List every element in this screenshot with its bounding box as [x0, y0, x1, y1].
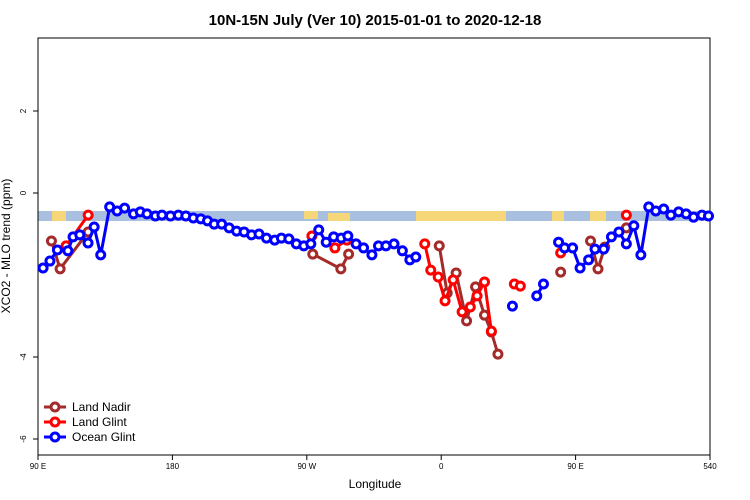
data-point: [313, 224, 325, 236]
data-point: [44, 255, 56, 267]
data-point: [343, 248, 355, 260]
data-point: [605, 231, 617, 243]
legend-label: Ocean Glint: [72, 430, 136, 444]
data-point: [396, 245, 408, 257]
y-tick-label: 2: [19, 108, 28, 113]
data-point: [366, 249, 378, 261]
data-point: [628, 220, 640, 232]
x-tick-label: 180: [166, 462, 180, 471]
data-point: [74, 229, 86, 241]
x-tick-label: 90 E: [30, 462, 46, 471]
data-point: [506, 300, 518, 312]
data-point: [156, 209, 168, 221]
data-point: [589, 243, 601, 255]
data-point: [447, 274, 459, 286]
data-point: [574, 262, 586, 274]
data-point: [45, 235, 57, 247]
series: [37, 201, 715, 312]
data-point: [82, 209, 94, 221]
x-axis-label: Longitude: [349, 477, 402, 491]
data-point: [514, 280, 526, 292]
data-point: [141, 208, 153, 220]
legend-swatch-point: [49, 416, 61, 428]
data-point: [410, 251, 422, 263]
land-patch: [304, 211, 318, 219]
series: [62, 211, 630, 335]
data-point: [585, 235, 597, 247]
data-point: [425, 264, 437, 276]
land-band: [38, 211, 710, 221]
y-axis-label: XCO2 - MLO trend (ppm): [0, 179, 13, 314]
data-point: [439, 295, 451, 307]
data-point: [592, 263, 604, 275]
data-point: [688, 211, 700, 223]
y-tick-label: -6: [19, 435, 28, 443]
data-point: [492, 348, 504, 360]
data-point: [54, 263, 66, 275]
data-point: [88, 221, 100, 233]
data-point: [432, 271, 444, 283]
data-point: [307, 248, 319, 260]
data-point: [531, 290, 543, 302]
data-point: [471, 290, 483, 302]
data-point: [470, 281, 482, 293]
data-point: [82, 237, 94, 249]
land-patch: [552, 211, 564, 221]
data-point: [95, 249, 107, 261]
y-tick-label: 0: [19, 190, 28, 195]
data-point: [335, 263, 347, 275]
y-tick-label: -4: [19, 353, 28, 361]
data-point: [388, 238, 400, 250]
x-tick-label: 540: [703, 462, 717, 471]
data-point: [537, 278, 549, 290]
data-point: [703, 210, 715, 222]
data-point: [461, 315, 473, 327]
x-tick-label: 90 E: [567, 462, 583, 471]
data-point: [479, 276, 491, 288]
data-point: [456, 306, 468, 318]
data-point: [51, 244, 63, 256]
ocean-band: [38, 211, 710, 221]
legend-label: Land Nadir: [72, 400, 131, 414]
data-point: [329, 242, 341, 254]
land-patch: [590, 211, 606, 221]
data-point: [620, 238, 632, 250]
chart-title: 10N-15N July (Ver 10) 2015-01-01 to 2020…: [209, 12, 542, 29]
land-patch: [416, 211, 506, 221]
data-point: [37, 262, 49, 274]
data-point: [433, 240, 445, 252]
data-point: [658, 203, 670, 215]
data-point: [419, 238, 431, 250]
legend-swatch-point: [49, 401, 61, 413]
plot-frame: [37, 37, 711, 456]
data-point: [583, 254, 595, 266]
data-point: [119, 202, 131, 214]
data-point: [613, 226, 625, 238]
land-patch: [52, 211, 66, 221]
data-point: [598, 243, 610, 255]
legend-label: Land Glint: [72, 415, 127, 429]
data-point: [567, 242, 579, 254]
data-point: [283, 233, 295, 245]
data-point: [305, 238, 317, 250]
land-patch: [328, 213, 350, 221]
data-point: [320, 236, 332, 248]
legend-swatch-point: [49, 431, 61, 443]
data-point: [635, 249, 647, 261]
x-tick-label: 90 W: [297, 462, 316, 471]
data-point: [62, 245, 74, 257]
data-point: [342, 230, 354, 242]
data-point: [358, 242, 370, 254]
data-point: [485, 325, 497, 337]
x-tick-label: 0: [439, 462, 444, 471]
data-point: [555, 266, 567, 278]
data-point: [620, 209, 632, 221]
data-point: [464, 301, 476, 313]
